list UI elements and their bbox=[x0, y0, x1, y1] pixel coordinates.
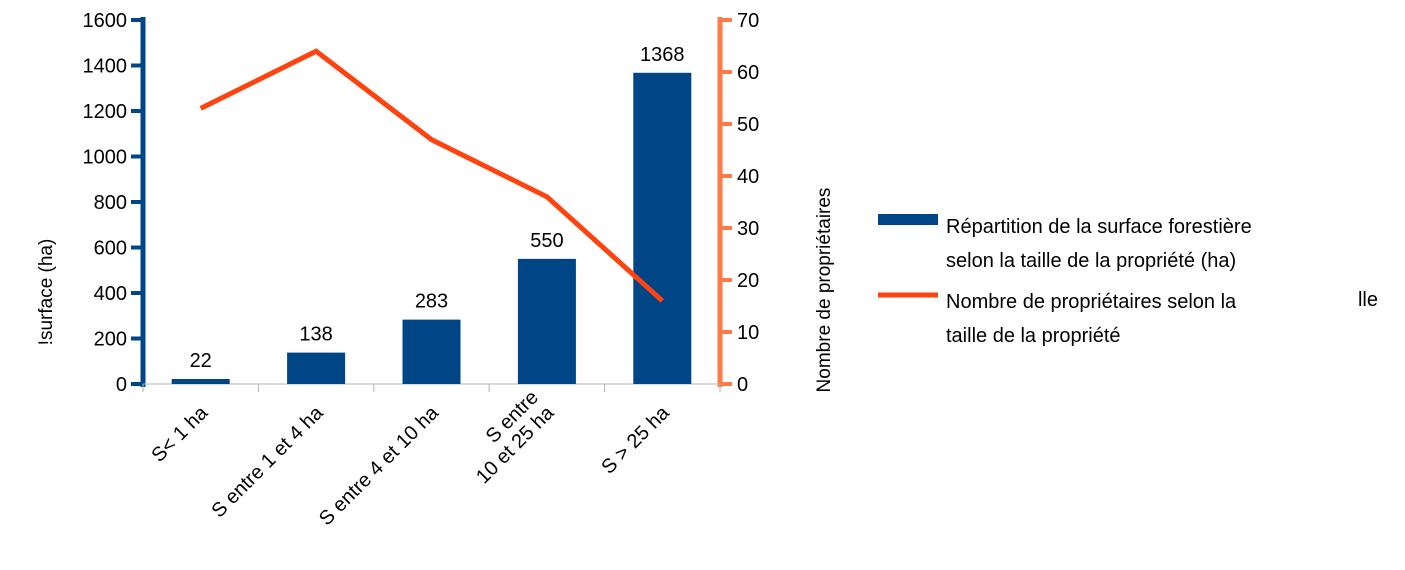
y-axis-right-tick-label: 20 bbox=[737, 270, 759, 292]
bar-data-label: 22 bbox=[190, 350, 212, 372]
bar bbox=[518, 259, 576, 384]
y-axis-right-tick-label: 60 bbox=[737, 62, 759, 84]
x-axis-category-label: S entre10 et 25 ha bbox=[457, 386, 560, 489]
x-axis-category-label-line: S< 1 ha bbox=[148, 401, 213, 466]
x-axis-category-label-line: S > 25 ha bbox=[597, 401, 674, 478]
bars-layer bbox=[172, 73, 692, 384]
bar bbox=[172, 379, 230, 384]
legend-entry-label: selon la taille de la propriété (ha) bbox=[946, 250, 1236, 272]
y-axis-left-tick-label: 1000 bbox=[83, 147, 128, 169]
x-axis-category-label: S entre 1 et 4 ha bbox=[208, 401, 329, 522]
bar bbox=[287, 353, 345, 384]
y-axis-left-tick-label: 200 bbox=[94, 329, 127, 351]
x-axis-category-label: S entre 4 et 10 ha bbox=[315, 401, 444, 530]
y-axis-left-tick-label: 600 bbox=[94, 238, 127, 260]
y-axis-left-tick-label: 1600 bbox=[83, 10, 128, 32]
y-axis-right-tick-label: 50 bbox=[737, 114, 759, 136]
y-axis-right-tick-label: 40 bbox=[737, 166, 759, 188]
y-axis-right-tick-label: 0 bbox=[737, 374, 748, 396]
bar bbox=[633, 73, 691, 384]
legend-entry-label: Répartition de la surface forestière bbox=[946, 216, 1252, 238]
line-layer bbox=[201, 51, 663, 301]
x-axis-category-label-line: S entre 1 et 4 ha bbox=[208, 401, 329, 522]
bar-data-label: 283 bbox=[415, 291, 448, 313]
y-axis-left-title: !surface (ha) bbox=[36, 239, 57, 346]
y-axis-left-tick-label: 400 bbox=[94, 283, 127, 305]
y-axis-right-title: Nombre de propriétaires bbox=[814, 188, 835, 393]
y-axis-left-tick-label: 800 bbox=[94, 192, 127, 214]
bar-data-label: 550 bbox=[530, 230, 563, 252]
y-axis-right-tick-label: 70 bbox=[737, 10, 759, 32]
legend-stray-text: lle bbox=[1358, 289, 1378, 311]
y-axis-right-tick-label: 30 bbox=[737, 218, 759, 240]
legend-entry-label: Nombre de propriétaires selon la bbox=[946, 291, 1237, 313]
line-series-path bbox=[201, 51, 663, 301]
bar bbox=[403, 320, 461, 384]
x-axis-category-label-line: S entre 4 et 10 ha bbox=[315, 401, 444, 530]
legend-swatch-bar bbox=[878, 214, 938, 225]
y-axis-left-tick-label: 0 bbox=[116, 374, 127, 396]
y-axis-left-tick-label: 1400 bbox=[83, 56, 128, 78]
y-axis-right-tick-label: 10 bbox=[737, 322, 759, 344]
legend-entry-label: taille de la propriété bbox=[946, 325, 1121, 347]
legend: Répartition de la surface forestière selo… bbox=[878, 214, 1378, 347]
y-axis-left-tick-label: 1200 bbox=[83, 101, 128, 123]
bar-data-label: 138 bbox=[299, 324, 332, 346]
x-axis-category-label: S > 25 ha bbox=[597, 401, 674, 478]
x-axis-category-label: S< 1 ha bbox=[148, 401, 213, 466]
bar-data-label: 1368 bbox=[640, 44, 685, 66]
